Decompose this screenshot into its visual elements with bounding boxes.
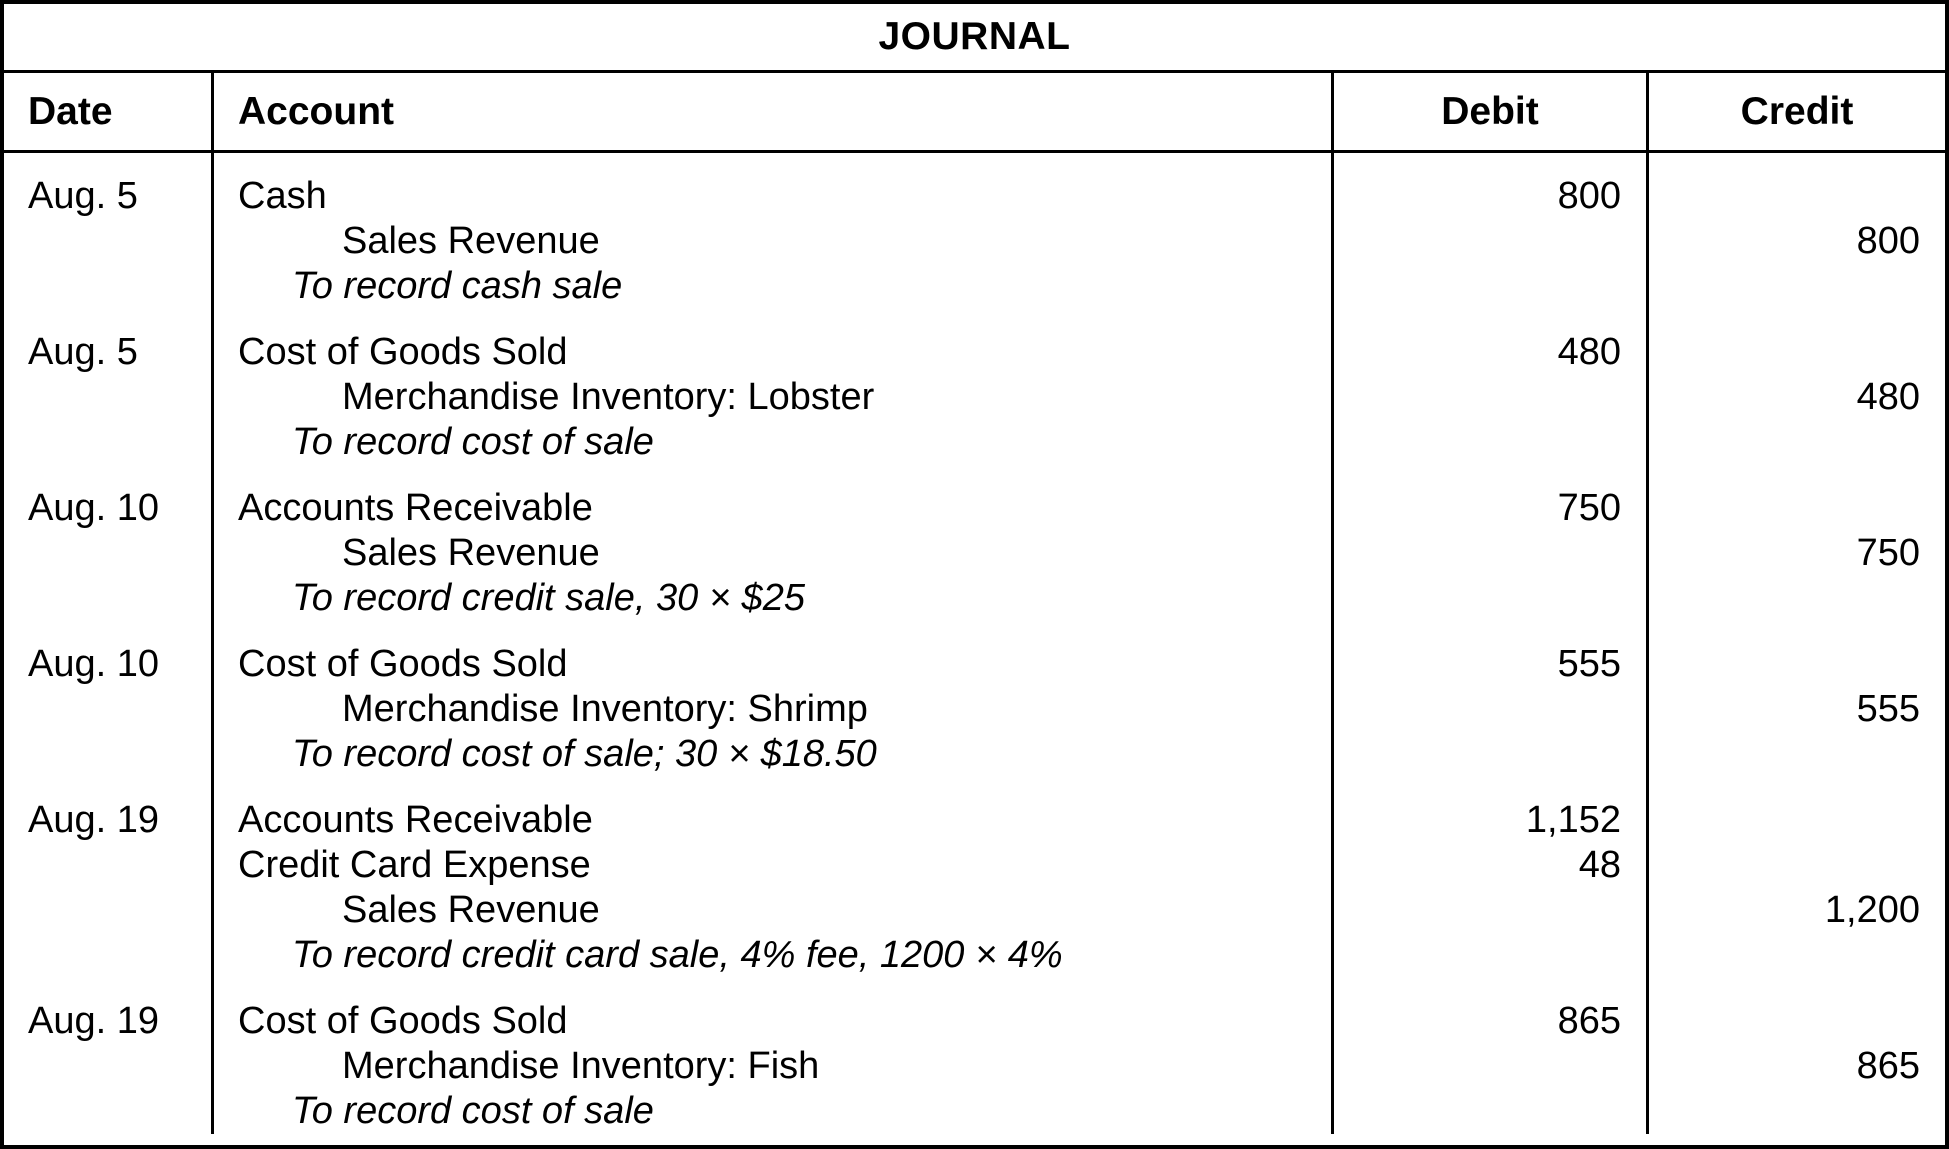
credit-amount-empty: [1649, 732, 1945, 777]
account-line: Credit Card Expense: [238, 844, 591, 886]
credit-amount: 1,200: [1824, 889, 1920, 931]
credit-amount-empty: [1649, 576, 1945, 621]
memo-line: To record cash sale: [292, 265, 623, 307]
column-header-debit: Debit: [1331, 73, 1646, 150]
debit-amount-empty: [1334, 1089, 1646, 1134]
debit-amount-empty: [1334, 375, 1646, 420]
credit-amount-empty: [1649, 486, 1945, 531]
account-line: Accounts Receivable: [238, 487, 593, 529]
journal-header-row: Date Account Debit Credit: [4, 73, 1945, 153]
credit-amount: 480: [1856, 376, 1920, 418]
entry-date: Aug. 5: [28, 175, 138, 217]
entry-date: Aug. 5: [28, 331, 138, 373]
memo-line: To record credit sale, 30 × $25: [292, 577, 805, 619]
memo-line: To record cost of sale: [292, 1090, 654, 1132]
debit-amount-empty: [1334, 576, 1646, 621]
account-line: Cost of Goods Sold: [238, 331, 568, 373]
credit-amount-empty: [1649, 1089, 1945, 1134]
journal-entry: Aug. 5 Cash Sales Revenue To record cash…: [4, 153, 1945, 309]
account-line: Cash: [238, 175, 327, 217]
credit-amount-empty: [1649, 264, 1945, 309]
debit-amount-empty: [1334, 531, 1646, 576]
debit-amount: 865: [1557, 1000, 1621, 1042]
journal-entry: Aug. 19 Cost of Goods Sold Merchandise I…: [4, 978, 1945, 1134]
credit-amount-empty: [1649, 330, 1945, 375]
account-line: Cost of Goods Sold: [238, 643, 568, 685]
entry-date: Aug. 19: [28, 799, 159, 841]
credit-amount: 555: [1856, 688, 1920, 730]
entry-date: Aug. 10: [28, 487, 159, 529]
credit-amount: 800: [1856, 220, 1920, 262]
account-line: Merchandise Inventory: Lobster: [342, 376, 875, 418]
debit-amount-empty: [1334, 888, 1646, 933]
debit-amount-empty: [1334, 732, 1646, 777]
credit-amount-empty: [1649, 174, 1945, 219]
account-line: Merchandise Inventory: Shrimp: [342, 688, 868, 730]
journal-entry: Aug. 5 Cost of Goods Sold Merchandise In…: [4, 309, 1945, 465]
entry-date: Aug. 19: [28, 1000, 159, 1042]
debit-amount-empty: [1334, 687, 1646, 732]
memo-line: To record cost of sale: [292, 421, 654, 463]
credit-amount-empty: [1649, 843, 1945, 888]
memo-line: To record credit card sale, 4% fee, 1200…: [292, 934, 1063, 976]
debit-amount-empty: [1334, 219, 1646, 264]
journal-entry: Aug. 10 Accounts Receivable Sales Revenu…: [4, 465, 1945, 621]
debit-amount: 480: [1557, 331, 1621, 373]
credit-amount-empty: [1649, 420, 1945, 465]
credit-amount-empty: [1649, 642, 1945, 687]
column-header-account: Account: [211, 73, 1331, 150]
credit-amount: 865: [1856, 1045, 1920, 1087]
journal-entry: Aug. 19 Accounts Receivable Credit Card …: [4, 777, 1945, 978]
debit-amount: 750: [1557, 487, 1621, 529]
credit-amount: 750: [1856, 532, 1920, 574]
column-header-credit: Credit: [1646, 73, 1945, 150]
credit-amount-empty: [1649, 798, 1945, 843]
debit-amount-empty: [1334, 264, 1646, 309]
column-header-date: Date: [28, 89, 113, 133]
account-line: Sales Revenue: [342, 889, 600, 931]
journal-entry: Aug. 10 Cost of Goods Sold Merchandise I…: [4, 621, 1945, 777]
account-line: Sales Revenue: [342, 220, 600, 262]
debit-amount-empty: [1334, 420, 1646, 465]
debit-amount: 800: [1557, 175, 1621, 217]
entry-date: Aug. 10: [28, 643, 159, 685]
journal-title: JOURNAL: [878, 15, 1071, 58]
debit-amount: 1,152: [1525, 799, 1621, 841]
debit-amount-empty: [1334, 933, 1646, 978]
journal-body: Aug. 5 Cash Sales Revenue To record cash…: [4, 153, 1945, 1145]
journal-title-row: JOURNAL: [4, 4, 1945, 73]
account-line: Sales Revenue: [342, 532, 600, 574]
debit-amount: 555: [1557, 643, 1621, 685]
account-line: Accounts Receivable: [238, 799, 593, 841]
account-line: Cost of Goods Sold: [238, 1000, 568, 1042]
credit-amount-empty: [1649, 999, 1945, 1044]
account-line: Merchandise Inventory: Fish: [342, 1045, 820, 1087]
memo-line: To record cost of sale; 30 × $18.50: [292, 733, 877, 775]
debit-amount: 48: [1578, 844, 1621, 886]
debit-amount-empty: [1334, 1044, 1646, 1089]
credit-amount-empty: [1649, 933, 1945, 978]
